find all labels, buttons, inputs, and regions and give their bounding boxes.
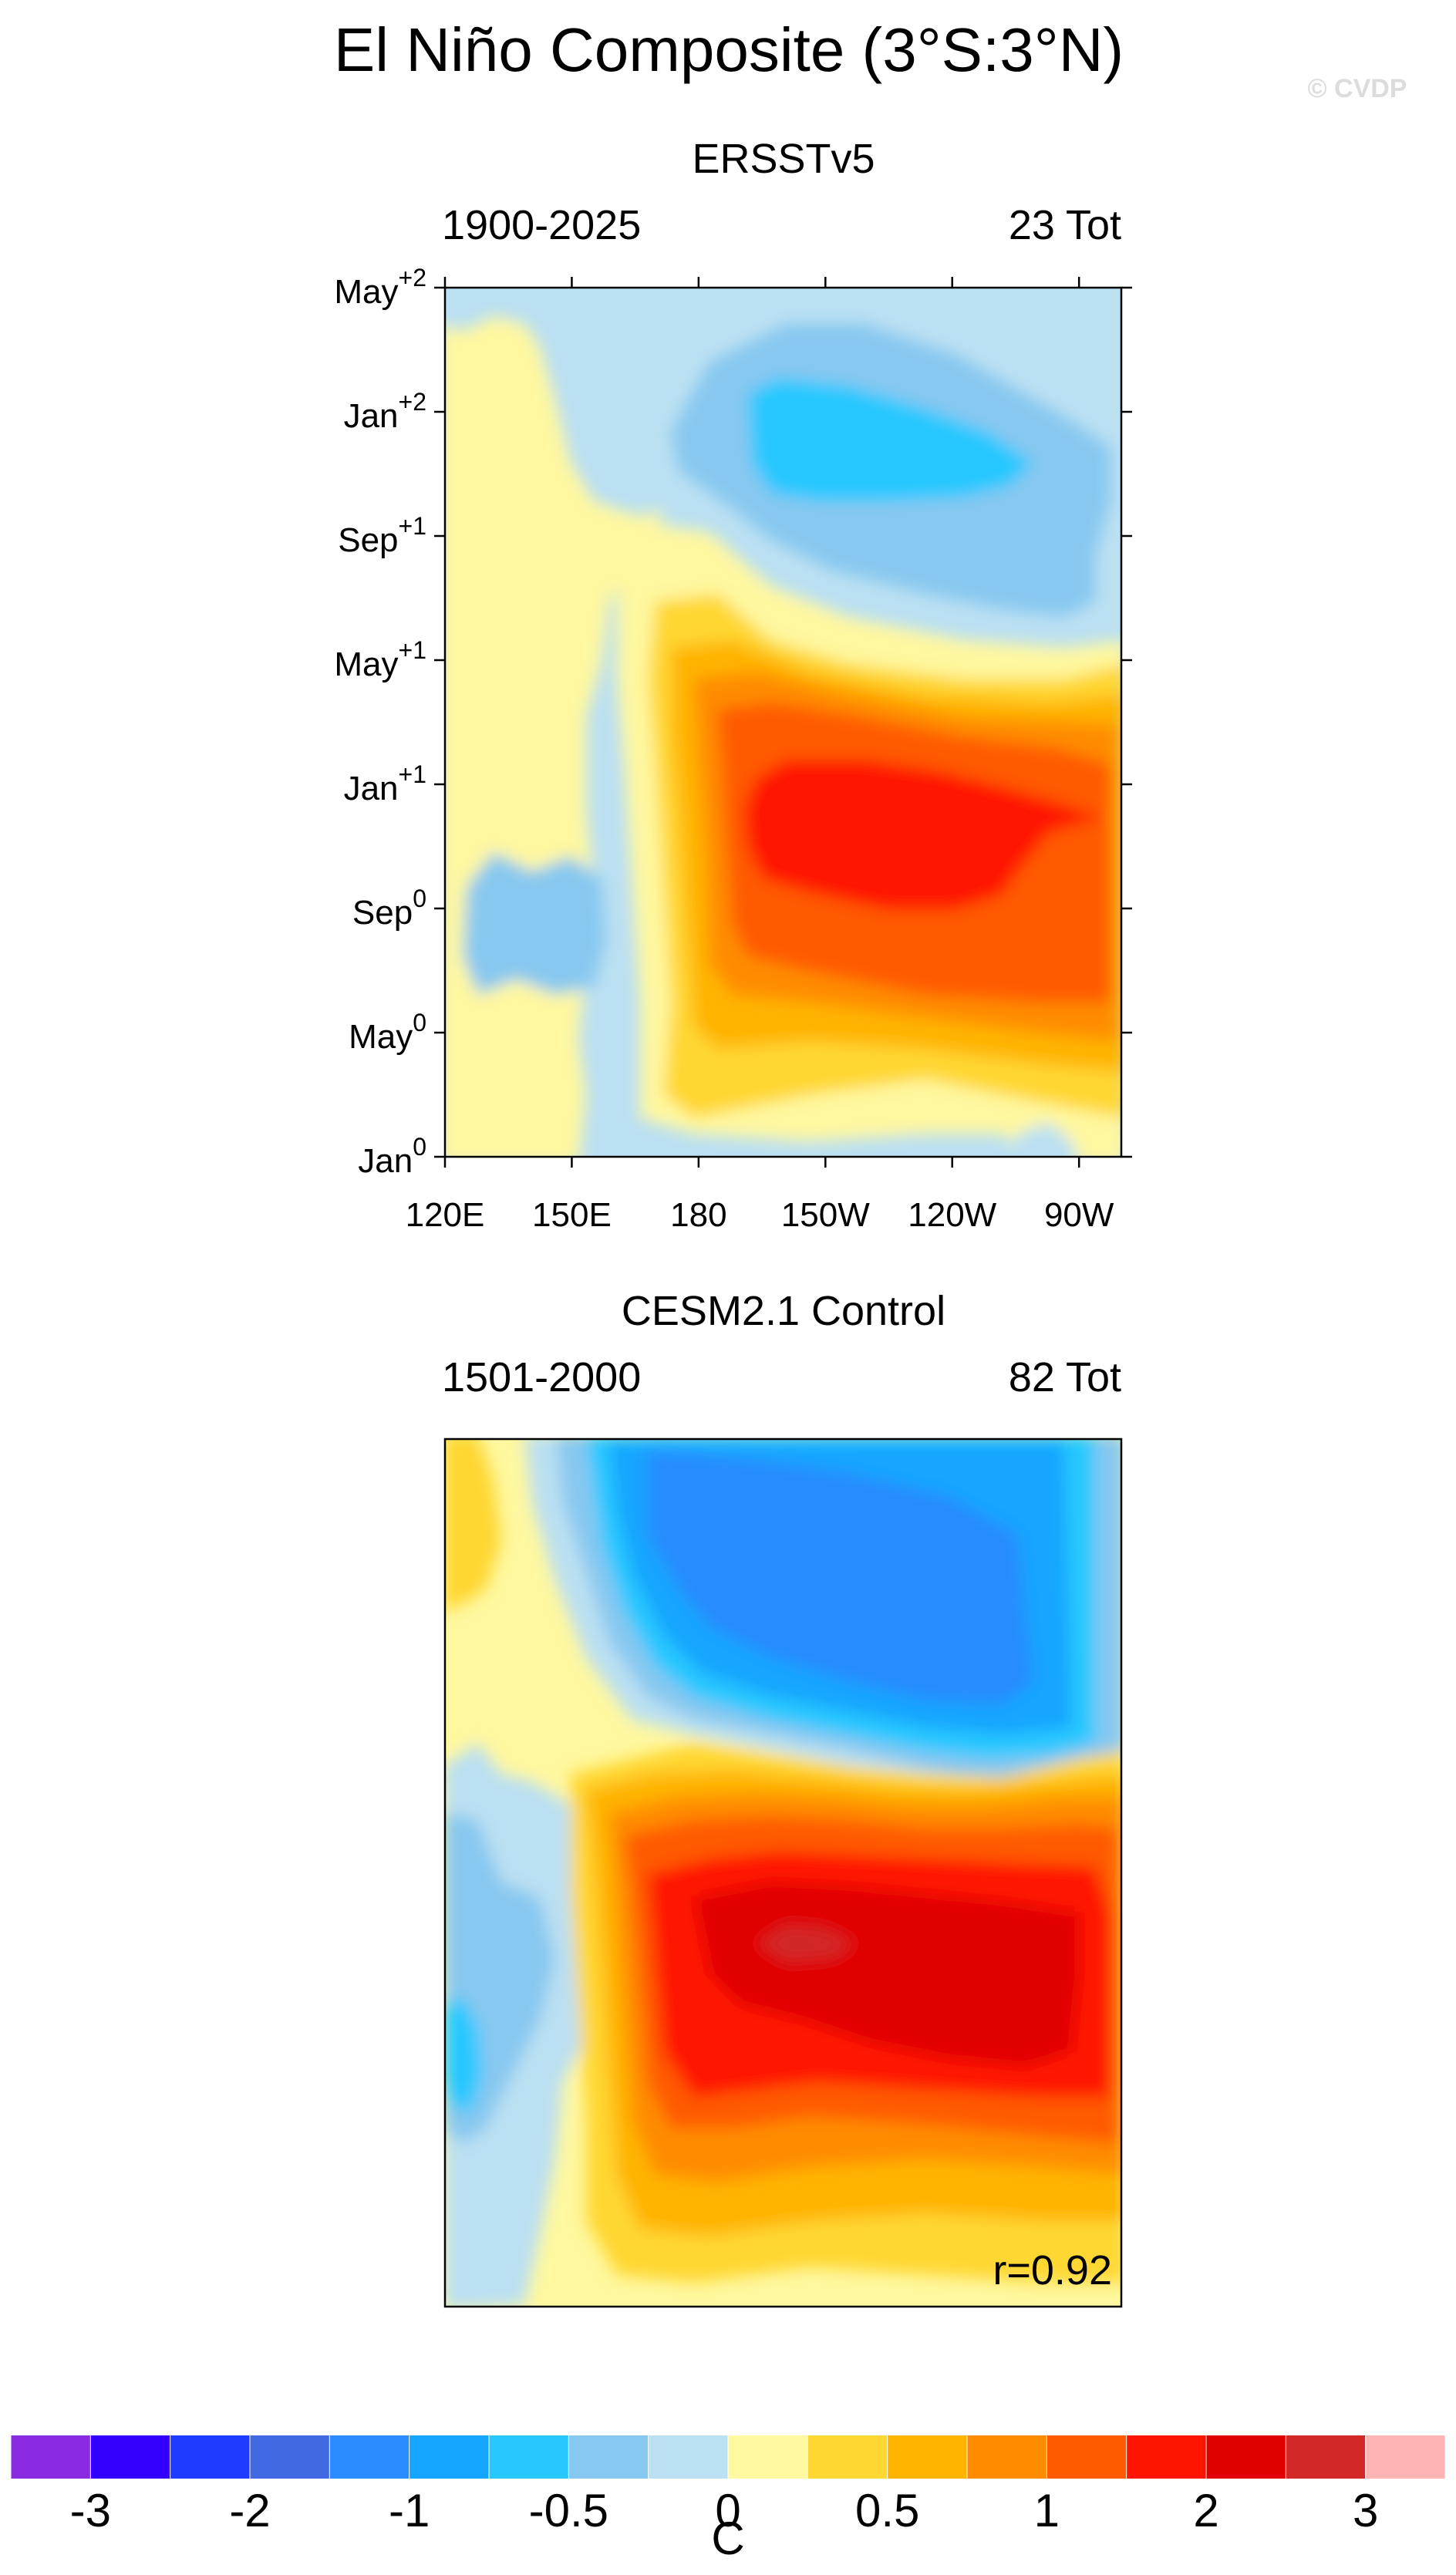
- colorbar-label: -3: [70, 2485, 111, 2536]
- colorbar-swatch: [648, 2435, 729, 2479]
- colorbar-swatch: [489, 2435, 569, 2479]
- x-tick-label: 180: [670, 1196, 726, 1234]
- contour-region: [748, 378, 1033, 501]
- panel-subtitle: CESM2.1 Control: [622, 1288, 945, 1334]
- colorbar-swatch: [728, 2435, 808, 2479]
- figure-title: El Niño Composite (3°S:3°N): [334, 15, 1124, 84]
- x-tick-label: 120W: [908, 1196, 996, 1234]
- contour-field: [445, 1439, 1121, 2307]
- contour-region: [445, 1997, 482, 2113]
- panel-subtitle: ERSSTv5: [692, 136, 875, 182]
- watermark: © CVDP: [1308, 74, 1407, 103]
- colorbar-swatch: [1206, 2435, 1286, 2479]
- colorbar-swatch: [329, 2435, 410, 2479]
- colorbar-swatch: [250, 2435, 330, 2479]
- y-tick-label: May+1: [334, 636, 426, 683]
- colorbar-swatch: [90, 2435, 171, 2479]
- y-axis: Jan0 May0 Sep0 Jan+1 May+1 Sep+1 Jan+2 May+2: [334, 264, 1132, 1180]
- colorbar-swatch: [170, 2435, 251, 2479]
- colorbar-swatch: [1286, 2435, 1367, 2479]
- y-tick-label: Jan+2: [344, 388, 426, 435]
- colorbar-label: -0.5: [529, 2485, 608, 2536]
- contour-region: [648, 1450, 1033, 1704]
- colorbar: -3 -2 -1 -0.5 0 0.5 1 2 3: [10, 2435, 1446, 2536]
- colorbar-swatch: [807, 2435, 888, 2479]
- x-tick-label: 150E: [532, 1196, 612, 1234]
- colorbar-label: 1: [1034, 2485, 1060, 2536]
- x-tick-label: 90W: [1044, 1196, 1114, 1234]
- colorbar-swatch: [568, 2435, 649, 2479]
- plot-frame: [443, 1437, 1123, 2308]
- colorbar-swatch: [1046, 2435, 1127, 2479]
- colorbar-label: -2: [229, 2485, 270, 2536]
- colorbar-label: -1: [389, 2485, 430, 2536]
- y-tick-label: Sep+1: [338, 512, 426, 559]
- colorbar-swatch: [1365, 2435, 1446, 2479]
- colorbar-swatch: [887, 2435, 968, 2479]
- colorbar-swatch: [11, 2435, 91, 2479]
- y-tick-label: Sep0: [352, 885, 426, 932]
- period-label: 1501-2000: [442, 1354, 641, 1400]
- colorbar-label: 0.5: [855, 2485, 919, 2536]
- colorbar-label: 0: [715, 2485, 740, 2536]
- contour-region: [756, 1924, 856, 1963]
- colorbar-unit: C: [711, 2513, 744, 2564]
- colorbar-swatch: [409, 2435, 490, 2479]
- contour-field: [445, 288, 1121, 1157]
- y-tick-label: Jan0: [358, 1133, 426, 1180]
- contour-region: [1006, 1122, 1077, 1157]
- colorbar-label: 2: [1193, 2485, 1218, 2536]
- contour-region: [744, 760, 1103, 910]
- colorbar-swatch: [1126, 2435, 1207, 2479]
- y-tick-label: Jan+1: [344, 760, 426, 807]
- count-label: 23 Tot: [1009, 202, 1121, 248]
- panel-ersstv5: ERSSTv5 1900-2025 23 Tot Jan0May0Sep0Jan…: [334, 136, 1132, 1234]
- x-axis: 120E 150E 180 150W 120W 90W: [406, 277, 1114, 1234]
- panel-cesm2-control: CESM2.1 Control 1501-2000 82 Tot: [442, 1288, 1123, 2308]
- colorbar-swatch: [967, 2435, 1047, 2479]
- colorbar-label: 3: [1353, 2485, 1378, 2536]
- y-tick-label: May0: [349, 1009, 426, 1056]
- x-tick-label: 120E: [406, 1196, 485, 1234]
- y-tick-label: May+2: [334, 264, 426, 311]
- x-tick-label: 150W: [781, 1196, 870, 1234]
- period-label: 1900-2025: [442, 202, 641, 248]
- contour-region: [445, 1439, 501, 1612]
- count-label: 82 Tot: [1009, 1354, 1121, 1400]
- contour-region: [463, 852, 605, 995]
- plot-frame: [443, 286, 1123, 1158]
- correlation-annotation: r=0.92: [993, 2247, 1112, 2294]
